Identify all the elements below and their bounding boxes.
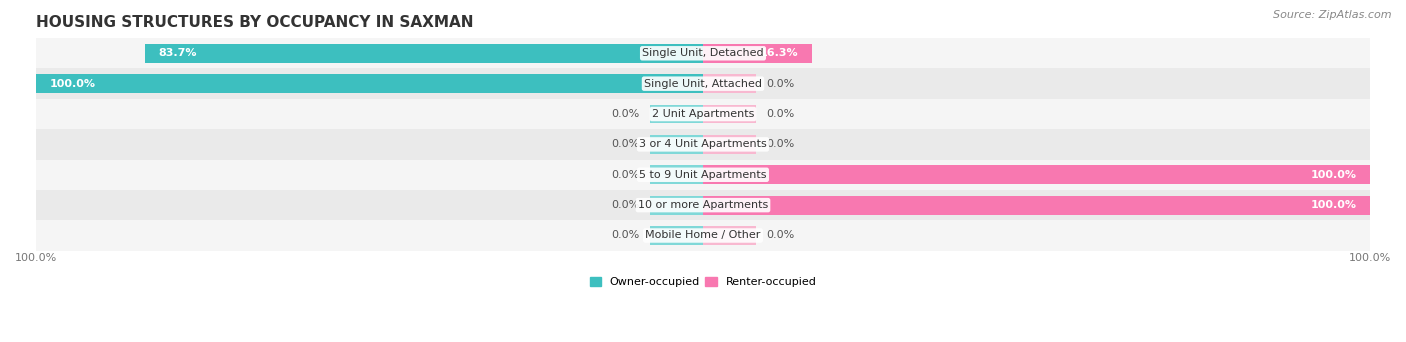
Bar	[37, 220, 1369, 251]
Legend: Owner-occupied, Renter-occupied: Owner-occupied, Renter-occupied	[585, 273, 821, 292]
Bar	[37, 68, 1369, 99]
Bar	[650, 135, 703, 154]
Bar	[650, 226, 703, 245]
Text: 83.7%: 83.7%	[157, 48, 197, 58]
Text: 0.0%: 0.0%	[766, 231, 794, 240]
Text: 0.0%: 0.0%	[612, 140, 640, 149]
Text: Single Unit, Attached: Single Unit, Attached	[644, 79, 762, 89]
Text: 100.0%: 100.0%	[49, 79, 96, 89]
Bar	[37, 74, 703, 93]
Bar	[650, 165, 703, 184]
Bar	[703, 165, 1369, 184]
Text: 100.0%: 100.0%	[1310, 200, 1357, 210]
Text: 0.0%: 0.0%	[612, 109, 640, 119]
Text: Mobile Home / Other: Mobile Home / Other	[645, 231, 761, 240]
Text: Source: ZipAtlas.com: Source: ZipAtlas.com	[1274, 10, 1392, 20]
Text: 0.0%: 0.0%	[612, 231, 640, 240]
Bar	[703, 74, 756, 93]
Text: Single Unit, Detached: Single Unit, Detached	[643, 48, 763, 58]
Text: 5 to 9 Unit Apartments: 5 to 9 Unit Apartments	[640, 170, 766, 180]
Bar	[145, 44, 703, 63]
Bar	[37, 129, 1369, 160]
Bar	[703, 44, 811, 63]
Text: 3 or 4 Unit Apartments: 3 or 4 Unit Apartments	[640, 140, 766, 149]
Bar	[703, 196, 1369, 214]
Bar	[650, 105, 703, 123]
Text: 0.0%: 0.0%	[766, 140, 794, 149]
Bar	[703, 226, 756, 245]
Text: 10 or more Apartments: 10 or more Apartments	[638, 200, 768, 210]
Text: 0.0%: 0.0%	[766, 109, 794, 119]
Bar	[37, 99, 1369, 129]
Bar	[703, 135, 756, 154]
Text: HOUSING STRUCTURES BY OCCUPANCY IN SAXMAN: HOUSING STRUCTURES BY OCCUPANCY IN SAXMA…	[37, 15, 474, 30]
Bar	[37, 38, 1369, 68]
Text: 100.0%: 100.0%	[1310, 170, 1357, 180]
Bar	[703, 105, 756, 123]
Bar	[37, 160, 1369, 190]
Text: 0.0%: 0.0%	[766, 79, 794, 89]
Text: 16.3%: 16.3%	[759, 48, 799, 58]
Bar	[650, 196, 703, 214]
Text: 0.0%: 0.0%	[612, 200, 640, 210]
Text: 0.0%: 0.0%	[612, 170, 640, 180]
Bar	[37, 190, 1369, 220]
Text: 2 Unit Apartments: 2 Unit Apartments	[652, 109, 754, 119]
